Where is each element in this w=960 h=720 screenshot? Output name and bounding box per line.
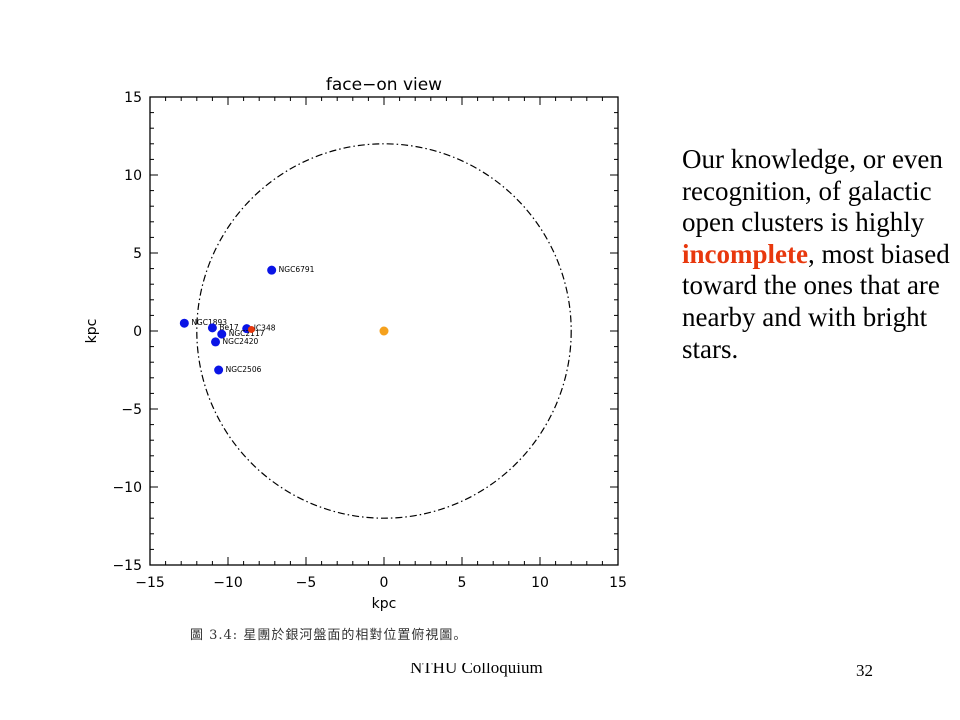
y-tick-label: −10 (112, 480, 142, 496)
body-text-before: Our knowledge, or even recognition, of g… (682, 144, 943, 238)
cluster-point (211, 337, 221, 347)
x-tick-label: −10 (213, 575, 243, 591)
galactic-center-marker (379, 326, 389, 336)
footer-text: NTHU Colloquium (410, 663, 570, 678)
slide-body-text: Our knowledge, or even recognition, of g… (682, 144, 952, 365)
body-text-highlight: incomplete (682, 238, 808, 269)
y-tick-label: −5 (121, 402, 142, 418)
cluster-label: IC348 (254, 324, 276, 333)
cluster-point (267, 265, 277, 275)
y-axis-label: kpc (84, 319, 100, 344)
cluster-label: NGC2117 (229, 329, 265, 338)
x-tick-label: −5 (296, 575, 317, 591)
axis-ticks: −15 −10 −5 0 5 10 15 −15 −10 −5 0 5 10 15 (112, 90, 626, 591)
cluster-label: NGC2420 (223, 337, 259, 346)
cluster-label: NGC1893 (191, 318, 227, 327)
galactic-disk-circle (196, 143, 572, 519)
y-tick-label: 5 (133, 246, 142, 262)
y-tick-label: −15 (112, 558, 142, 574)
x-axis-label: kpc (372, 596, 397, 612)
x-tick-label: 5 (458, 575, 467, 591)
x-tick-label: −15 (135, 575, 165, 591)
x-tick-label: 10 (531, 575, 549, 591)
y-tick-label: 15 (124, 90, 142, 106)
x-tick-label: 0 (380, 575, 389, 591)
chart-title: face−on view (326, 75, 442, 95)
figure-caption: 圖 3.4: 星團於銀河盤面的相對位置俯視圖。 (190, 628, 468, 643)
x-tick-label: 15 (609, 575, 627, 591)
sun-marker (247, 325, 255, 333)
cluster-label: NGC2506 (226, 365, 262, 374)
cluster-point (207, 323, 217, 333)
footer-label: NTHU Colloquium (410, 663, 543, 677)
page-number: 32 (856, 661, 873, 680)
y-tick-label: 0 (133, 324, 142, 340)
cluster-label: NGC6791 (279, 265, 315, 274)
y-tick-label: 10 (124, 168, 142, 184)
cluster-label: Be17 (219, 323, 239, 332)
cluster-point (179, 318, 189, 328)
cluster-point (217, 329, 227, 339)
body-text-after: , most biased toward the ones that are n… (682, 238, 950, 364)
cluster-point (214, 365, 224, 375)
